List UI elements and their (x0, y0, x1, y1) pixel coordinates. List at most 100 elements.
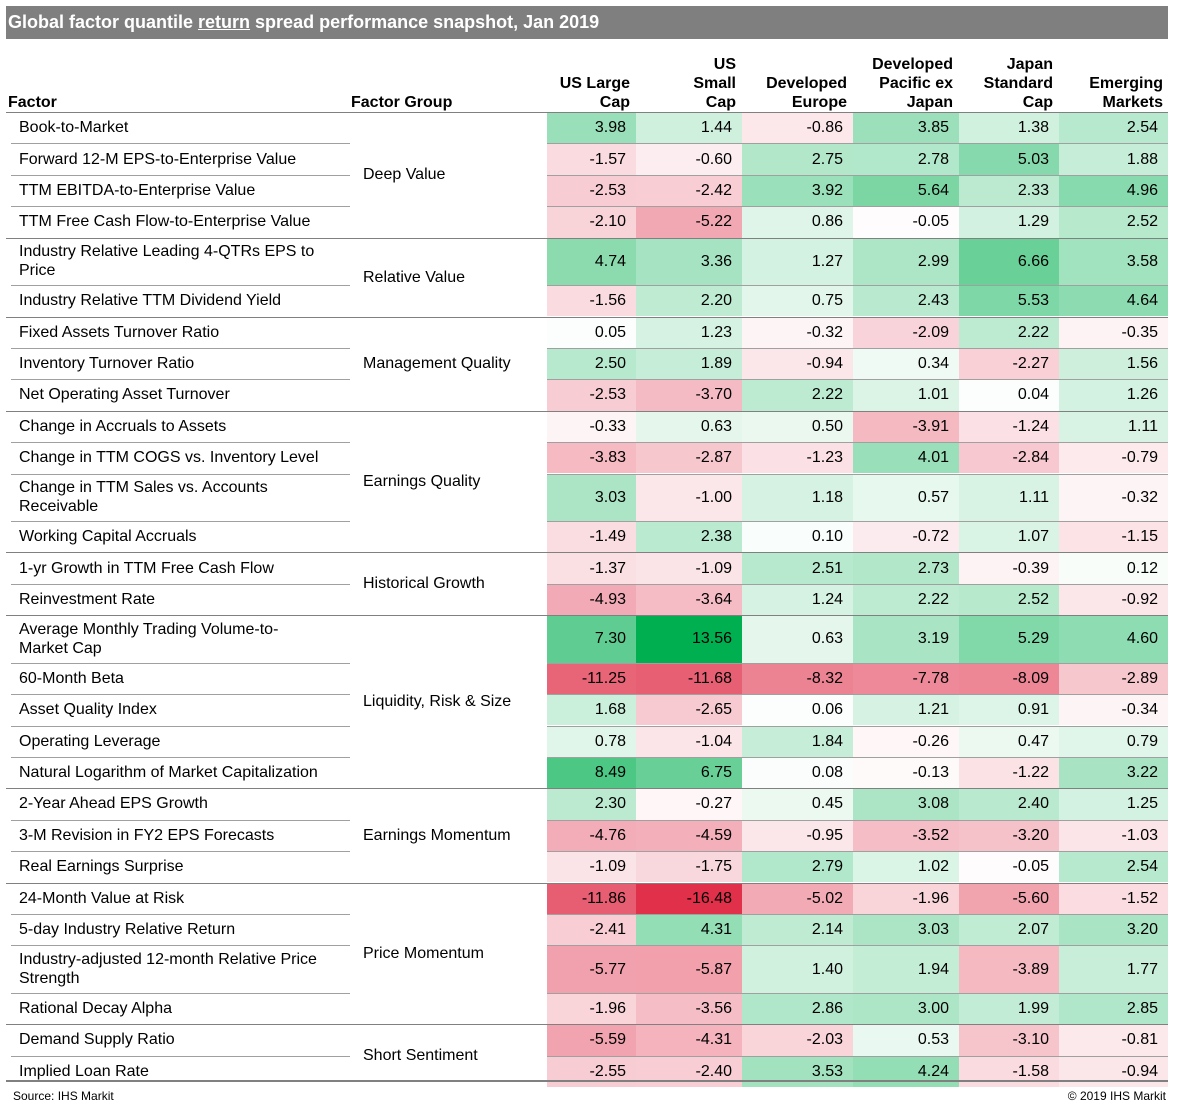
value-cell: 2.40 (959, 789, 1059, 820)
value-cell: 3.03 (547, 474, 636, 521)
factor-name-line: Industry-adjusted 12-month Relative Pric… (19, 951, 317, 969)
factor-name: 1-yr Growth in TTM Free Cash Flow (19, 552, 274, 583)
value-cell: -2.09 (853, 317, 959, 348)
value-cell: 0.57 (853, 474, 959, 521)
value-cell: -1.96 (547, 993, 636, 1025)
value-cell: 2.07 (959, 914, 1059, 946)
value-cell: 5.03 (959, 144, 1059, 175)
row-divider (547, 756, 1168, 758)
value-cell: -11.25 (547, 663, 636, 695)
value-cell: 0.86 (742, 207, 853, 238)
value-cell: 2.99 (853, 238, 959, 286)
value-cell: 2.86 (742, 993, 853, 1025)
factor-name-line: Forward 12-M EPS-to-Enterprise Value (19, 150, 297, 168)
value-cell: 4.01 (853, 443, 959, 474)
value-cell: -0.26 (853, 726, 959, 757)
value-cell: -0.86 (742, 113, 853, 144)
value-cell: -3.89 (959, 946, 1059, 993)
value-cell: -0.95 (742, 820, 853, 852)
row-divider (547, 851, 1168, 853)
value-cell: -4.59 (636, 820, 742, 852)
factor-group-name: Relative Value (363, 268, 465, 286)
row-divider (11, 725, 350, 727)
value-cell: 1.38 (959, 113, 1059, 144)
row-divider (11, 583, 350, 585)
factor-name-line: Rational Decay Alpha (19, 999, 172, 1017)
group-divider (6, 615, 1168, 617)
row-divider (11, 662, 350, 664)
row-divider (11, 285, 350, 287)
factor-name-line: Asset Quality Index (19, 701, 157, 719)
value-cell: 1.11 (959, 474, 1059, 521)
value-cell: 1.99 (959, 993, 1059, 1025)
value-cell: 2.20 (636, 286, 742, 317)
value-cell: -5.02 (742, 883, 853, 914)
value-cell: 2.52 (1059, 207, 1168, 238)
copyright-note: © 2019 IHS Markit (1067, 1089, 1166, 1103)
factor-name-line: TTM Free Cash Flow-to-Enterprise Value (19, 213, 311, 231)
factor-name-line: Industry Relative Leading 4-QTRs EPS to (19, 243, 315, 261)
group-divider (6, 410, 1168, 412)
value-cell: 1.68 (547, 695, 636, 726)
row-divider (547, 206, 1168, 208)
row-divider (11, 992, 350, 994)
value-cell: 4.96 (1059, 175, 1168, 207)
value-cell: 1.23 (636, 317, 742, 348)
factor-name-line: Change in TTM Sales vs. Accounts (19, 479, 268, 497)
column-header-market: Emerging Markets (1089, 74, 1163, 112)
factor-name-line: Reinvestment Rate (19, 590, 156, 608)
factor-name-line: Strength (19, 970, 80, 988)
value-cell: 0.78 (547, 726, 636, 757)
value-cell: 6.66 (959, 238, 1059, 286)
value-cell: -0.94 (1059, 1056, 1168, 1087)
value-cell: 5.64 (853, 175, 959, 207)
value-cell: 4.64 (1059, 286, 1168, 317)
row-divider (547, 913, 1168, 915)
factor-name-line: Change in TTM COGS vs. Inventory Level (19, 449, 319, 467)
factor-name-line: Price (19, 262, 56, 280)
value-cell: -4.76 (547, 820, 636, 852)
column-header-line: Pacific ex (879, 75, 953, 92)
factor-name: Inventory Turnover Ratio (19, 348, 194, 379)
value-cell: -5.87 (636, 946, 742, 993)
value-cell: 6.75 (636, 757, 742, 789)
value-cell: -3.70 (636, 380, 742, 411)
value-cell: 3.19 (853, 616, 959, 663)
column-header-market: Japan Standard Cap (984, 55, 1053, 112)
factor-name-line: 24-Month Value at Risk (19, 889, 185, 907)
factor-name: Net Operating Asset Turnover (19, 379, 230, 410)
source-note: Source: IHS Markit (13, 1089, 114, 1103)
value-cell: 3.20 (1059, 914, 1168, 946)
factor-group-name: Price Momentum (363, 944, 484, 962)
value-cell: -7.78 (853, 663, 959, 695)
factor-group-name: Historical Growth (363, 575, 485, 593)
factor-group-name: Deep Value (363, 166, 446, 184)
row-divider (11, 347, 350, 349)
factor-name: Book-to-Market (19, 112, 128, 143)
factor-name-line: Change in Accruals to Assets (19, 417, 227, 435)
value-cell: -1.09 (636, 553, 742, 584)
factor-name: 60-Month Beta (19, 663, 124, 694)
factor-name-line: Industry Relative TTM Dividend Yield (19, 292, 282, 310)
value-cell: -0.05 (959, 852, 1059, 883)
value-cell: 3.85 (853, 113, 959, 144)
factor-name: Implied Loan Rate (19, 1056, 149, 1087)
value-cell: 2.38 (636, 522, 742, 553)
row-divider (11, 174, 350, 176)
value-cell: -2.53 (547, 175, 636, 207)
value-cell: 3.36 (636, 238, 742, 286)
factor-name: Industry Relative TTM Dividend Yield (19, 285, 281, 316)
value-cell: -1.75 (636, 852, 742, 883)
value-cell: -2.55 (547, 1056, 636, 1087)
row-divider (11, 913, 350, 915)
value-cell: 3.53 (742, 1056, 853, 1087)
factor-name-line: 5-day Industry Relative Return (19, 921, 236, 939)
factor-group-name: Liquidity, Risk & Size (363, 693, 512, 711)
value-cell: 3.03 (853, 914, 959, 946)
factor-name-line: Fixed Assets Turnover Ratio (19, 323, 220, 341)
column-header-market: Developed Europe (766, 74, 847, 112)
value-cell: 0.45 (742, 789, 853, 820)
value-cell: 2.75 (742, 144, 853, 175)
factor-name: Natural Logarithm of Market Capitalizati… (19, 757, 318, 788)
row-divider (547, 992, 1168, 994)
